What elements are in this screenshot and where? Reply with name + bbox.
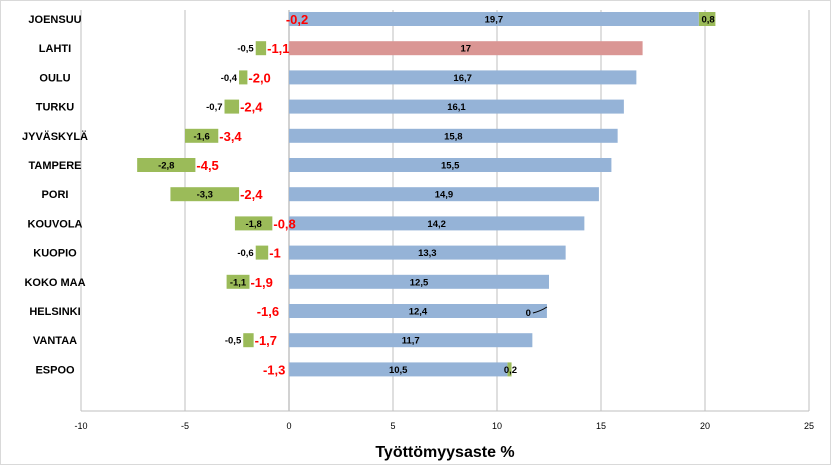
change-bar (239, 70, 248, 85)
rate-label: 14,2 (427, 219, 446, 230)
change-label: -2,4 (240, 187, 263, 202)
category-label: KOKO MAA (24, 277, 85, 289)
change-label: -0,8 (273, 216, 295, 231)
rate-bar (289, 12, 699, 26)
change-label: -1 (269, 246, 281, 261)
rate-bar (289, 333, 533, 348)
rate-bar (289, 362, 508, 377)
change-label: -2,4 (240, 100, 263, 115)
leader-line (532, 306, 548, 314)
category-label: TAMPERE (29, 160, 82, 172)
x-tick-label: 5 (390, 421, 395, 431)
change-bar (137, 158, 196, 172)
category-label: JOENSUU (28, 14, 81, 26)
rate-bar (289, 70, 637, 85)
x-tick-label: -5 (181, 421, 189, 431)
change-label: -1,7 (255, 333, 277, 348)
rate-label: 16,1 (447, 102, 466, 113)
category-labels: JOENSUU LAHTI OULU TURKU JYVÄSKYLÄ TAMPERE POR… (22, 14, 88, 376)
x-tick-label: 10 (492, 421, 502, 431)
change-bar (243, 333, 254, 348)
category-label: KOUVOLA (28, 218, 83, 230)
rate-bar (289, 274, 549, 289)
change-bar (507, 362, 512, 377)
x-tick-label: 25 (804, 421, 814, 431)
change-label: -1,1 (267, 41, 289, 56)
change-bar (698, 12, 716, 26)
category-label: ESPOO (35, 364, 75, 376)
rate-label: 13,3 (418, 248, 437, 259)
change-bar-label: -2,8 (158, 161, 174, 172)
rate-bars (289, 12, 699, 377)
rate-label: 14,9 (435, 190, 454, 201)
category-label: TURKU (36, 102, 75, 114)
change-bar-label: -0,7 (206, 102, 222, 113)
change-bar-label: -3,3 (197, 190, 213, 201)
category-label: LAHTI (39, 43, 71, 55)
rate-label: 17 (461, 44, 472, 55)
rate-label: 16,7 (453, 73, 472, 84)
change-bar (255, 41, 267, 56)
change-bar-label: 0,2 (504, 365, 517, 376)
rate-label: 10,5 (389, 365, 408, 376)
x-tick-label: 0 (286, 421, 291, 431)
rate-bar (289, 158, 612, 172)
rate-bar (289, 216, 585, 231)
change-bar-label: -0,5 (237, 44, 254, 55)
change-bar-label: -0,4 (221, 73, 238, 84)
rate-label: 15,8 (444, 131, 463, 142)
x-tick-label: 20 (700, 421, 710, 431)
rate-label: 12,4 (409, 307, 428, 318)
change-bar (226, 274, 250, 289)
rate-bar (289, 99, 624, 114)
rate-bar (289, 304, 547, 318)
category-label: JYVÄSKYLÄ (22, 130, 88, 143)
x-tick-labels: -10 -5 0 5 10 15 20 25 (74, 421, 814, 431)
category-label: PORI (42, 189, 69, 201)
change-label: -1,6 (257, 304, 279, 319)
change-label: -2,0 (248, 70, 270, 85)
category-label: HELSINKI (29, 306, 80, 318)
rate-label: 12,5 (410, 277, 429, 288)
x-tick-label: 15 (596, 421, 606, 431)
change-bar-label: -1,1 (230, 277, 247, 288)
change-label: -0,2 (286, 12, 308, 27)
change-bar-label: 0 (526, 308, 531, 319)
category-label: KUOPIO (33, 248, 77, 260)
change-bar-label: -0,6 (237, 248, 253, 259)
change-bar-label: -0,5 (225, 336, 242, 347)
change-bar (224, 99, 240, 114)
change-bar-label: 0,8 (701, 15, 714, 26)
category-label: VANTAA (33, 335, 77, 347)
change-bar-label: -1,8 (245, 219, 261, 230)
rate-label: 15,5 (441, 161, 460, 172)
gridlines (80, 10, 810, 412)
change-label: -3,4 (219, 129, 242, 144)
x-axis-title: Työttömyysaste % (375, 444, 514, 461)
rate-label: 11,7 (402, 336, 420, 347)
x-tick-label: -10 (74, 421, 87, 431)
change-label: -1,3 (263, 362, 285, 377)
change-bar (255, 245, 269, 260)
change-bar-label: -1,6 (193, 131, 209, 142)
category-label: OULU (39, 72, 70, 84)
bar-labels: 19,7 0,8 -0,2 17 -0,5 -1,1 16,7 -0,4 -2,0 16,1 -0,… (158, 12, 715, 377)
change-label: -4,5 (196, 158, 218, 173)
change-bar (234, 216, 273, 231)
rate-bar (289, 245, 566, 260)
rate-bar (289, 41, 643, 56)
rate-label: 19,7 (485, 15, 504, 26)
change-label: -1,9 (250, 275, 272, 290)
rate-bar (289, 187, 599, 202)
change-bar (170, 187, 240, 202)
change-bar (185, 128, 219, 143)
rate-bar (289, 128, 618, 143)
change-bars-green (137, 12, 716, 377)
